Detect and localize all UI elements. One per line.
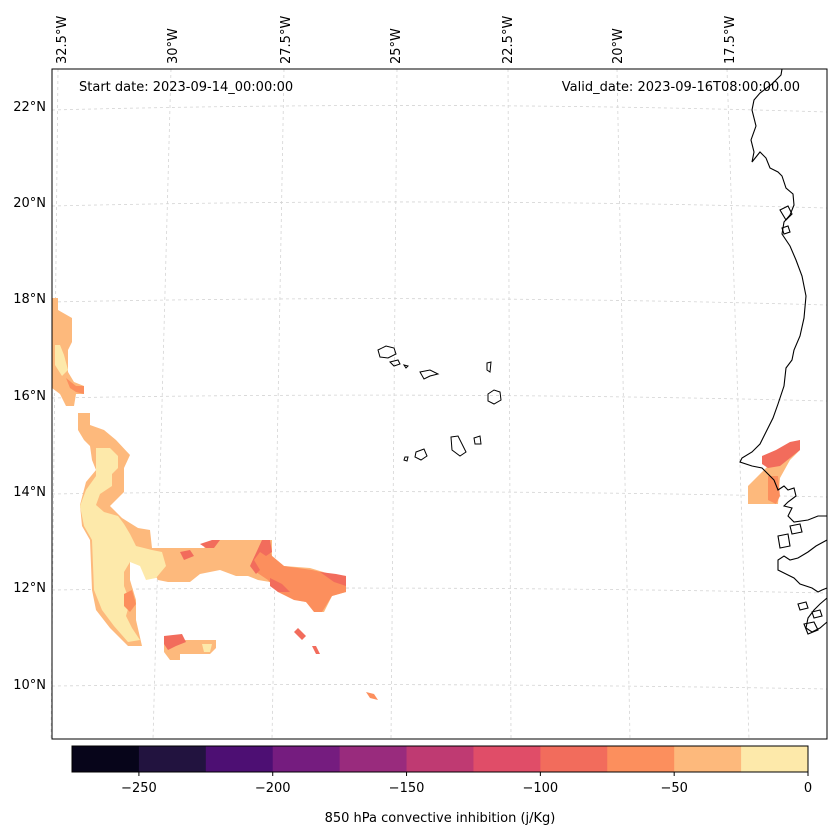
west-africa-coastline	[739, 68, 828, 635]
cin-patch-south-1-core	[202, 644, 212, 652]
cin-patch-south-4	[366, 692, 378, 700]
cin-patch-main-red2	[320, 572, 346, 586]
lat-label: 14°N	[13, 485, 46, 500]
coast-islet-6	[789, 523, 803, 535]
cin-patch-main-red6	[124, 590, 136, 612]
cin-patch-west-outer	[52, 298, 84, 406]
island-santiago	[450, 435, 467, 457]
lat-label: 12°N	[13, 581, 46, 596]
lon-label: 27.5°W	[279, 16, 294, 64]
colorbar-segment	[339, 746, 408, 772]
lon-label: 32.5°W	[55, 16, 70, 64]
colorbar-tick-label: −100	[523, 781, 559, 796]
colorbar-segment	[272, 746, 341, 772]
colorbar: −250 −200 −150 −100 −50 0	[71, 745, 812, 796]
colorbar-segment	[540, 746, 608, 772]
colorbar-segment	[607, 746, 675, 772]
cin-patch-main-red3	[270, 578, 290, 592]
cin-patch-main-red4	[200, 540, 220, 548]
island-maio	[473, 435, 482, 445]
start-date-label: Start date: 2023-09-14_00:00:00	[79, 80, 293, 95]
coastline-main	[739, 68, 827, 523]
valid-date-label: Valid_date: 2023-09-16T08:00:00.00	[562, 80, 800, 95]
cin-patch-south-1-red	[164, 634, 186, 650]
lon-label: 20°W	[611, 28, 626, 64]
cin-patch-west-edge	[66, 378, 84, 394]
colorbar-tick-label: 0	[804, 781, 812, 796]
colorbar-segment	[406, 746, 474, 772]
cape-verde-islands	[377, 345, 502, 462]
coast-islet-4	[811, 609, 823, 619]
colorbar-tick-label: −250	[121, 781, 157, 796]
cin-patch-south-3	[312, 646, 320, 654]
coastline-guinea-bissau	[777, 539, 828, 593]
colorbar-tick-label: −200	[255, 781, 291, 796]
colorbar-tick-label: −50	[660, 781, 687, 796]
cin-patch-main-core	[80, 448, 166, 642]
longitude-labels: 32.5°W 30°W 27.5°W 25°W 22.5°W 20°W 17.5…	[55, 16, 738, 64]
cin-patch-senegal-red2	[768, 476, 780, 504]
cin-patch-main-red5	[180, 550, 194, 560]
cin-patch-west-core	[55, 345, 68, 376]
coast-islet-1	[779, 205, 793, 221]
cin-patch-main-darkred	[250, 540, 272, 574]
cin-patch-south-2	[294, 628, 306, 640]
island-santo-antao	[377, 345, 397, 359]
map-area	[52, 69, 827, 739]
island-fogo	[414, 448, 428, 461]
coast-islet-3	[797, 601, 809, 611]
island-sao-vicente	[389, 359, 401, 367]
island-brava	[403, 456, 409, 462]
coast-islet-7	[777, 533, 791, 549]
colorbar-segment	[72, 746, 140, 772]
latitude-labels: 22°N 20°N 18°N 16°N 14°N 12°N 10°N	[13, 100, 46, 693]
island-sao-nicolau	[419, 369, 440, 380]
coast-islet-2	[781, 225, 791, 235]
colorbar-tick-label: −150	[389, 781, 425, 796]
cin-patch-main-red	[252, 548, 346, 612]
island-boa-vista	[487, 389, 502, 405]
lat-label: 18°N	[13, 292, 46, 307]
lon-label: 30°W	[166, 28, 181, 64]
map-frame	[51, 68, 828, 740]
lat-label: 20°N	[13, 196, 46, 211]
lon-label: 22.5°W	[501, 16, 516, 64]
colorbar-segment	[674, 746, 742, 772]
colorbar-segment	[205, 746, 274, 772]
island-santa-luzia	[402, 364, 409, 369]
lon-label: 17.5°W	[723, 16, 738, 64]
colorbar-segment	[741, 746, 809, 772]
cin-field	[52, 298, 800, 700]
coast-islet-5	[803, 621, 819, 635]
lat-label: 22°N	[13, 100, 46, 115]
lat-label: 16°N	[13, 389, 46, 404]
island-sal	[486, 361, 492, 373]
lat-label: 10°N	[13, 678, 46, 693]
colorbar-segment	[138, 746, 207, 772]
colorbar-frame	[71, 745, 809, 773]
lon-label: 25°W	[389, 28, 404, 64]
cin-patch-senegal-red	[762, 440, 800, 468]
colorbar-label: 850 hPa convective inhibition (j/Kg)	[325, 811, 556, 826]
colorbar-segment	[473, 746, 541, 772]
